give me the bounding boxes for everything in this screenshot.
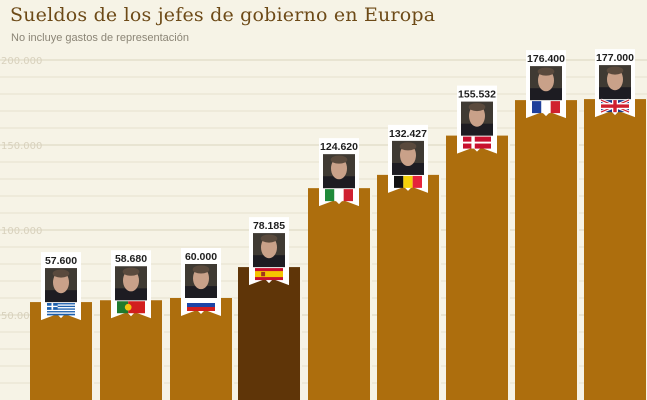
portugal-flag-icon	[117, 301, 145, 314]
bar-separator	[439, 174, 441, 400]
flag-stripe	[394, 175, 404, 188]
data-label: 155.532	[458, 89, 496, 101]
flag-stripe	[412, 175, 422, 188]
flag-field-red	[128, 301, 145, 314]
portrait-hair	[122, 267, 140, 276]
flag-stripe	[47, 312, 75, 315]
flag-stripe	[187, 299, 215, 303]
bar-portugal	[100, 300, 162, 400]
bar-greece	[30, 302, 92, 400]
bar-separator	[92, 302, 94, 400]
y-tick-label: 150.000	[1, 141, 42, 152]
data-label: 57.600	[45, 255, 77, 267]
flag-stripe	[47, 304, 75, 307]
flag-stripe	[187, 303, 215, 307]
flag-stripe	[325, 189, 335, 202]
flag-stripe	[334, 189, 344, 202]
portrait-hair	[192, 265, 210, 274]
flag-stripe	[47, 305, 75, 308]
portrait-photo-icon	[115, 266, 147, 301]
bar-separator	[162, 300, 164, 400]
portrait-hair	[52, 269, 70, 278]
data-label: 176.400	[527, 53, 565, 65]
portrait-hair	[537, 67, 555, 76]
portrait-photo-icon	[323, 154, 355, 189]
portrait-suit	[185, 286, 217, 298]
data-label: 132.427	[389, 128, 427, 140]
flag-stripe	[47, 313, 75, 316]
portrait-suit	[599, 87, 631, 100]
data-label: 124.620	[320, 141, 358, 153]
y-tick-label: 200.000	[1, 56, 42, 67]
portrait-suit	[530, 88, 562, 101]
y-tick-label: 100.000	[1, 226, 42, 237]
bar-denmark	[446, 135, 508, 400]
flag-stripe	[47, 307, 75, 309]
uk-flag-icon	[600, 98, 630, 114]
portrait-photo-icon	[599, 65, 631, 100]
flag-cross	[47, 305, 58, 308]
bar-italy	[308, 188, 370, 400]
belgium-flag-icon	[394, 175, 422, 188]
data-label: 60.000	[185, 251, 217, 263]
flag-stripe	[403, 175, 413, 188]
flag-field-green	[117, 301, 129, 314]
flag-stripe	[532, 101, 542, 114]
bar-russia	[170, 298, 232, 400]
portrait-suit	[323, 176, 355, 189]
chart-title: Sueldos de los jefes de gobierno en Euro…	[10, 4, 436, 26]
data-label: 58.680	[115, 253, 147, 265]
y-tick-label: 50.000	[1, 311, 36, 322]
bar-belgium	[377, 174, 439, 400]
spain-flag-icon	[255, 268, 283, 281]
flag-stripe	[541, 101, 551, 114]
flag-stripe	[47, 303, 75, 305]
portrait-hair	[260, 234, 278, 243]
portrait-hair	[399, 142, 417, 151]
france-flag-icon	[532, 101, 560, 114]
flag-stripe	[47, 309, 75, 312]
portrait-hair	[606, 66, 624, 75]
bar-separator	[370, 188, 372, 400]
flag-stripe	[47, 311, 75, 313]
portrait-hair	[330, 155, 348, 164]
flag-stripe	[343, 189, 353, 202]
flag-stripe	[187, 307, 215, 311]
flag-cross	[601, 104, 629, 108]
russia-flag-icon	[187, 299, 215, 311]
bar-separator	[232, 298, 234, 400]
italy-flag-icon	[325, 189, 353, 202]
portrait-suit	[45, 290, 77, 303]
portrait-photo-icon	[461, 101, 493, 136]
greece-flag-icon	[47, 303, 75, 316]
portrait-suit	[461, 123, 493, 136]
chart-subtitle: No incluye gastos de representación	[11, 32, 189, 44]
flag-stripe	[47, 308, 75, 311]
portrait-photo-icon	[185, 264, 217, 298]
bar-separator	[577, 100, 579, 400]
portrait-photo-icon	[530, 66, 562, 101]
portrait-photo-icon	[253, 233, 285, 268]
bar-united-kingdom	[584, 99, 646, 400]
data-label: 78.185	[253, 220, 285, 232]
bar-separator	[300, 267, 302, 400]
flag-emblem	[124, 303, 132, 311]
portrait-hair	[468, 102, 486, 112]
portrait-suit	[115, 288, 147, 301]
data-label: 177.000	[596, 52, 634, 64]
denmark-flag-icon	[463, 136, 491, 149]
portrait-suit	[253, 255, 285, 268]
flag-stripe	[255, 271, 283, 278]
portrait-suit	[392, 162, 424, 175]
flag-emblem	[261, 271, 266, 277]
flag-cross	[463, 141, 491, 144]
flag-stripe	[550, 101, 560, 114]
portrait-photo-icon	[392, 140, 424, 175]
bar-spain	[238, 267, 300, 400]
bar-france	[515, 100, 577, 400]
bar-separator	[508, 135, 510, 400]
portrait-photo-icon	[45, 268, 77, 303]
